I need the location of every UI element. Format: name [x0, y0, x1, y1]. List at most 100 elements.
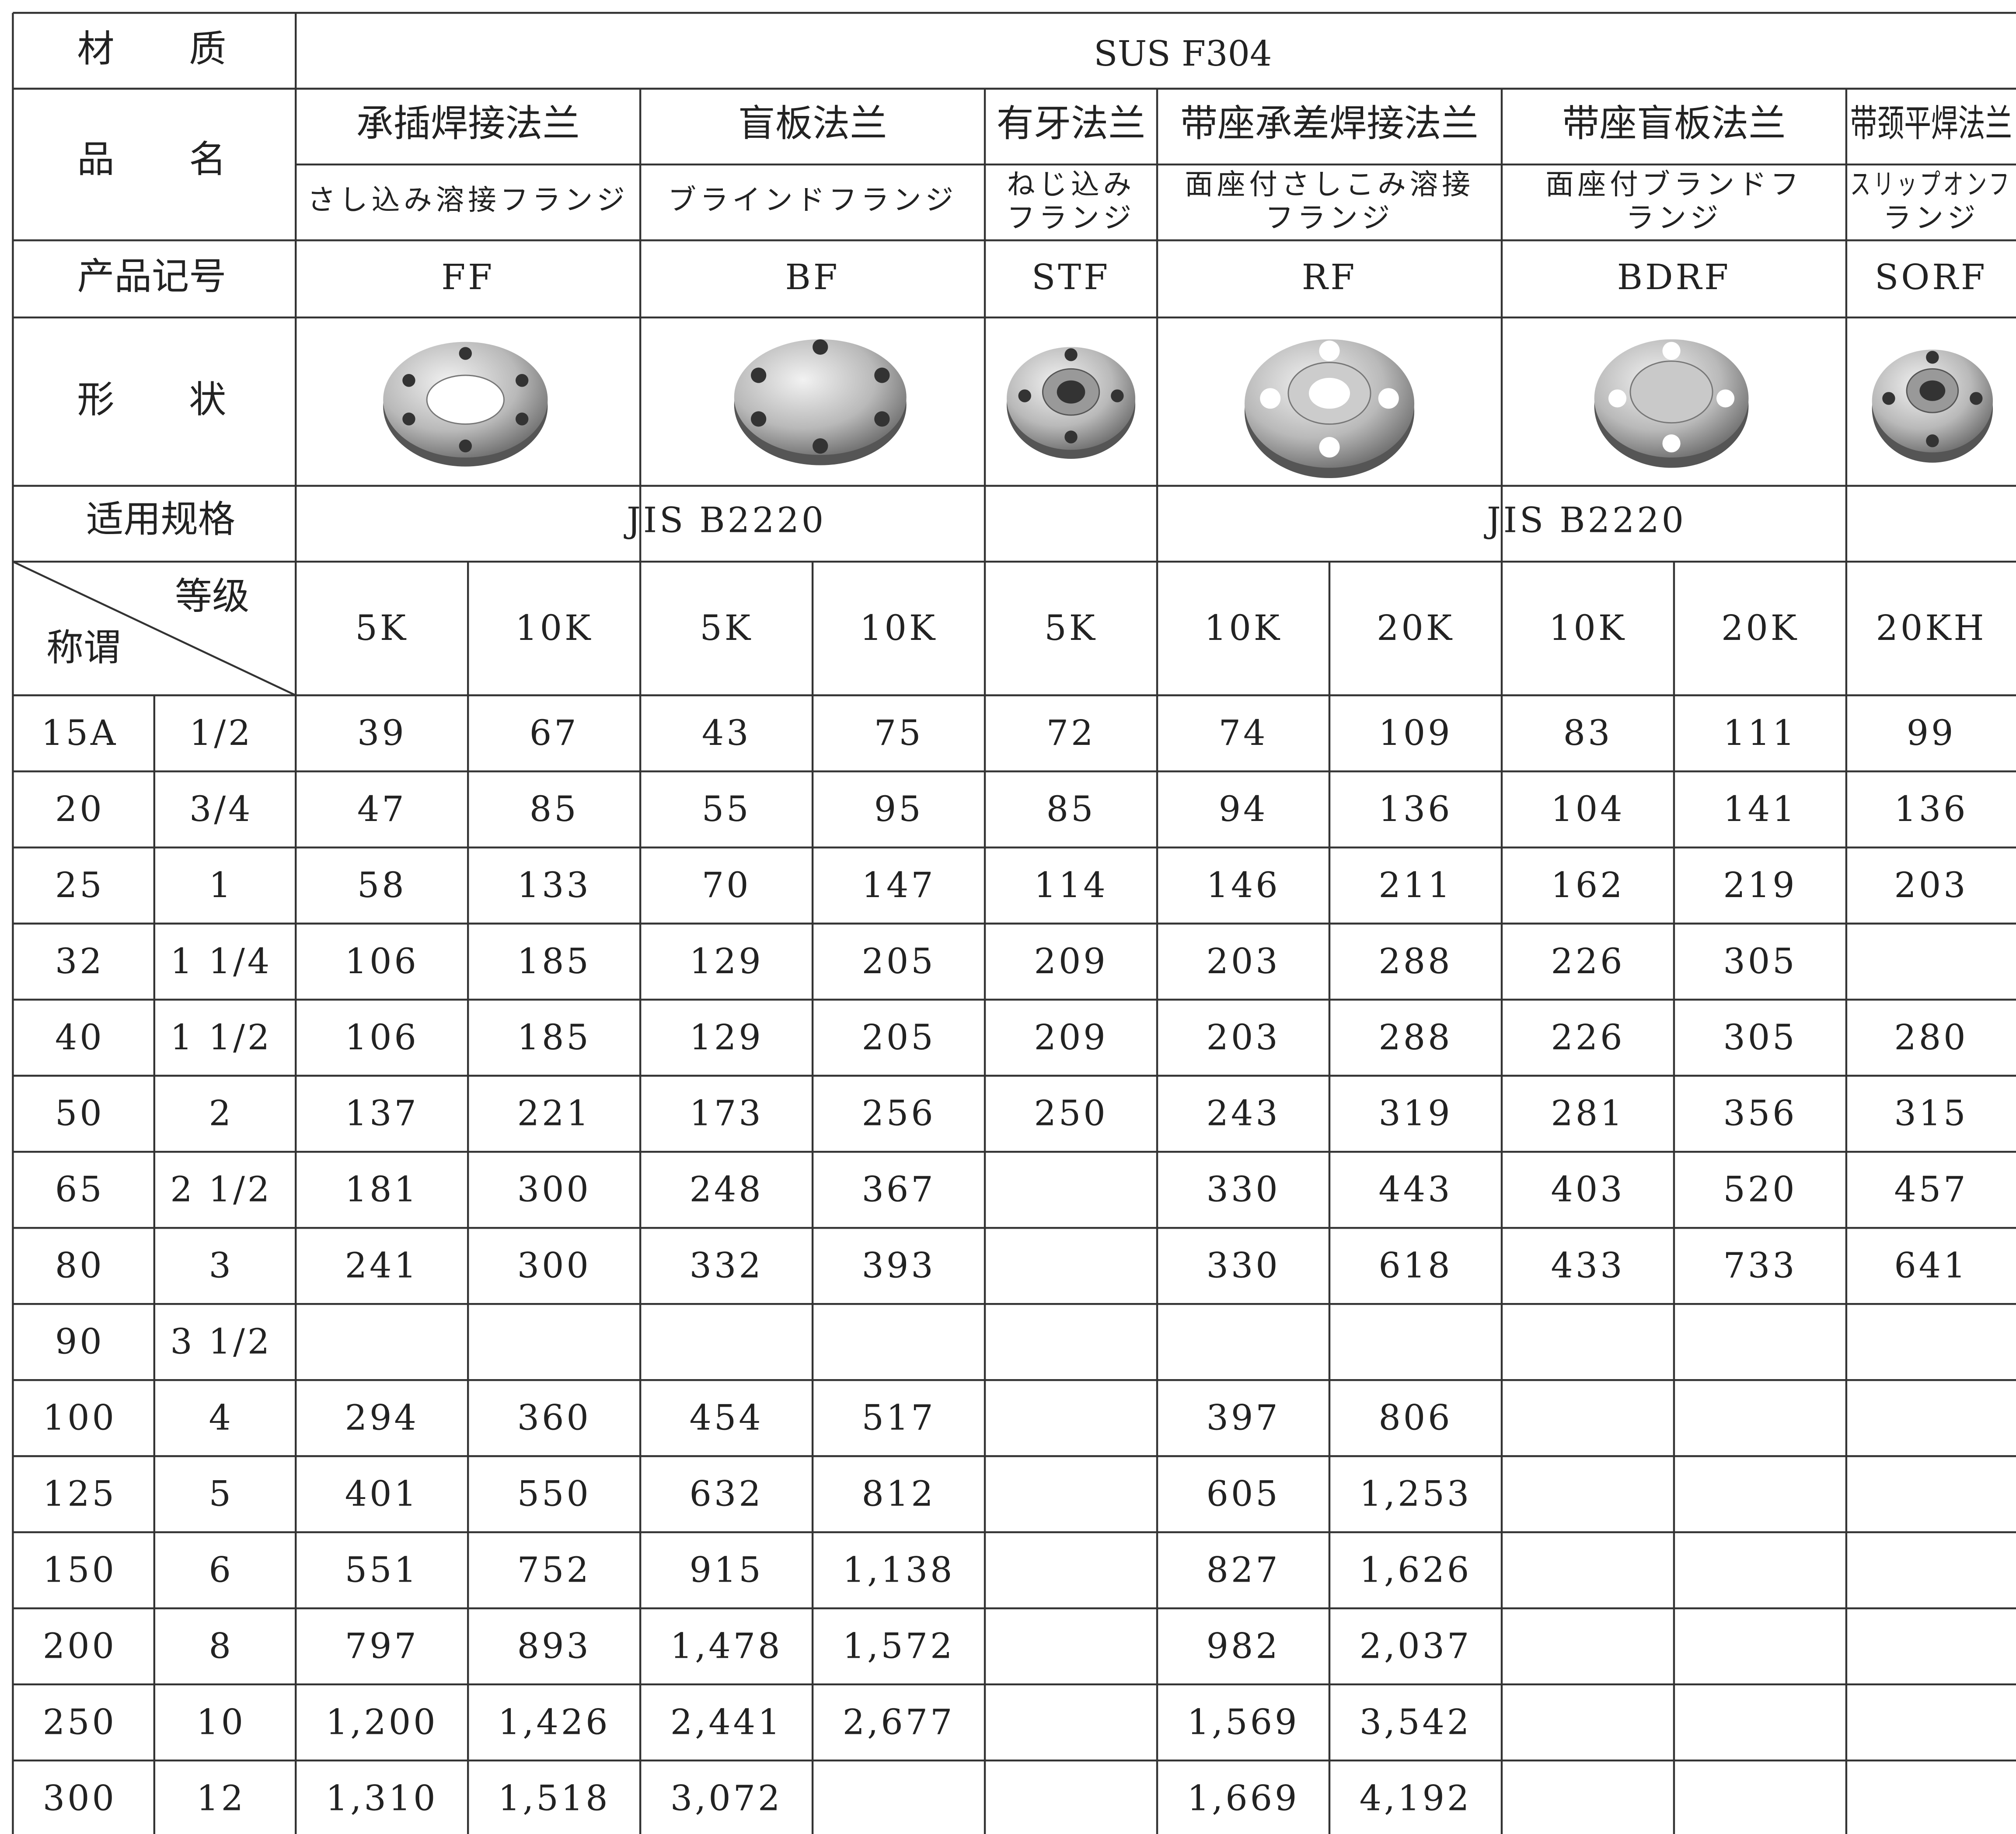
weight: 827	[1206, 1549, 1280, 1590]
weight: 915	[690, 1549, 764, 1590]
weight: 129	[690, 941, 764, 982]
weight: 305	[1723, 1017, 1797, 1058]
weight: 752	[517, 1549, 591, 1590]
flange-rf	[1244, 339, 1415, 479]
weight: 330	[1206, 1245, 1280, 1286]
weight: 319	[1378, 1093, 1452, 1134]
weight: 185	[517, 1017, 591, 1058]
weight: 605	[1206, 1473, 1280, 1514]
size-label: 称谓	[46, 626, 121, 670]
size: 65	[55, 1169, 105, 1210]
table-rule	[12, 561, 296, 696]
product-name: 带颈平焊法兰	[1850, 102, 2012, 145]
weight: 67	[530, 713, 579, 753]
name-label: 品 名	[77, 138, 226, 182]
product-name-ja: フランジ	[1007, 202, 1135, 234]
spec-label: 适用规格	[86, 498, 235, 541]
flange-bdrf	[1594, 339, 1749, 468]
grade: 5K	[1044, 608, 1098, 648]
weight: 550	[517, 1473, 591, 1514]
weight: 280	[1894, 1017, 1968, 1058]
weight: 397	[1206, 1397, 1280, 1438]
size: 50	[55, 1093, 105, 1134]
product-name-ja: ランジ	[1883, 202, 1979, 234]
weight: 203	[1206, 941, 1280, 982]
inch-size: 6	[209, 1549, 234, 1590]
shape-label: 形 状	[77, 378, 226, 422]
weight: 360	[517, 1397, 591, 1438]
grade: 10K	[1549, 608, 1627, 648]
weight: 641	[1894, 1245, 1968, 1286]
weight: 256	[862, 1093, 936, 1134]
inch-size: 2	[209, 1093, 234, 1134]
product-code: RF	[1302, 257, 1357, 297]
weight: 129	[690, 1017, 764, 1058]
size: 200	[43, 1625, 117, 1666]
inch-size: 1 1/4	[170, 941, 272, 982]
weight: 618	[1378, 1245, 1452, 1286]
weight: 288	[1378, 941, 1452, 982]
weight: 1,138	[843, 1549, 955, 1590]
size: 125	[43, 1473, 117, 1514]
weight: 330	[1206, 1169, 1280, 1210]
weight: 401	[345, 1473, 419, 1514]
weight: 47	[357, 789, 407, 829]
product-name-ja: さし込み溶接フランジ	[307, 184, 629, 217]
weight: 433	[1551, 1245, 1625, 1286]
weight: 111	[1723, 713, 1797, 753]
weight: 281	[1551, 1093, 1625, 1134]
weight: 4,192	[1360, 1778, 1472, 1818]
weight: 203	[1206, 1017, 1280, 1058]
weight: 356	[1723, 1093, 1797, 1134]
weight: 517	[862, 1397, 936, 1438]
weight: 146	[1206, 865, 1280, 905]
weight: 95	[874, 789, 924, 829]
weight: 2,037	[1360, 1625, 1472, 1666]
weight: 72	[1046, 713, 1096, 753]
weight: 85	[530, 789, 579, 829]
weight: 2,441	[670, 1701, 783, 1742]
weight: 99	[1907, 713, 1956, 753]
size: 20	[55, 789, 105, 829]
inch-size: 8	[209, 1625, 234, 1666]
weight: 55	[702, 789, 751, 829]
inch-size: 1/2	[189, 713, 253, 753]
inch-size: 1	[209, 865, 234, 905]
weight: 43	[702, 713, 751, 753]
weight: 209	[1034, 1017, 1108, 1058]
product-name-ja: ランジ	[1626, 202, 1722, 234]
weight: 367	[862, 1169, 936, 1210]
weight: 109	[1378, 713, 1452, 753]
weight: 393	[862, 1245, 936, 1286]
product-code: BDRF	[1617, 257, 1731, 297]
weight: 58	[357, 865, 407, 905]
weight: 106	[345, 941, 419, 982]
weight: 185	[517, 941, 591, 982]
weight: 443	[1378, 1169, 1452, 1210]
weight: 133	[517, 865, 591, 905]
size: 80	[55, 1245, 105, 1286]
weight: 288	[1378, 1017, 1452, 1058]
weight: 403	[1551, 1169, 1625, 1210]
weight: 75	[874, 713, 924, 753]
weight: 1,569	[1187, 1701, 1300, 1742]
product-name-ja: スリップオンフ	[1850, 168, 2012, 201]
size: 250	[43, 1701, 117, 1742]
weight: 1,669	[1187, 1778, 1300, 1818]
weight: 1,426	[498, 1701, 610, 1742]
product-name-ja: 面座付さしこみ溶接	[1185, 168, 1474, 201]
weight: 1,253	[1360, 1473, 1472, 1514]
product-name: 承插焊接法兰	[356, 102, 579, 145]
size: 300	[43, 1778, 117, 1818]
weight: 812	[862, 1473, 936, 1514]
weight: 294	[345, 1397, 419, 1438]
size: 15A	[41, 713, 118, 753]
product-code: BF	[785, 257, 840, 297]
grade: 10K	[515, 608, 593, 648]
product-name: 有牙法兰	[997, 102, 1146, 145]
product-name: 带座盲板法兰	[1562, 102, 1786, 145]
grade: 20KH	[1876, 608, 1986, 648]
material-value: SUS F304	[1094, 33, 1272, 74]
material-label: 材 质	[77, 28, 226, 71]
weight: 300	[517, 1245, 591, 1286]
